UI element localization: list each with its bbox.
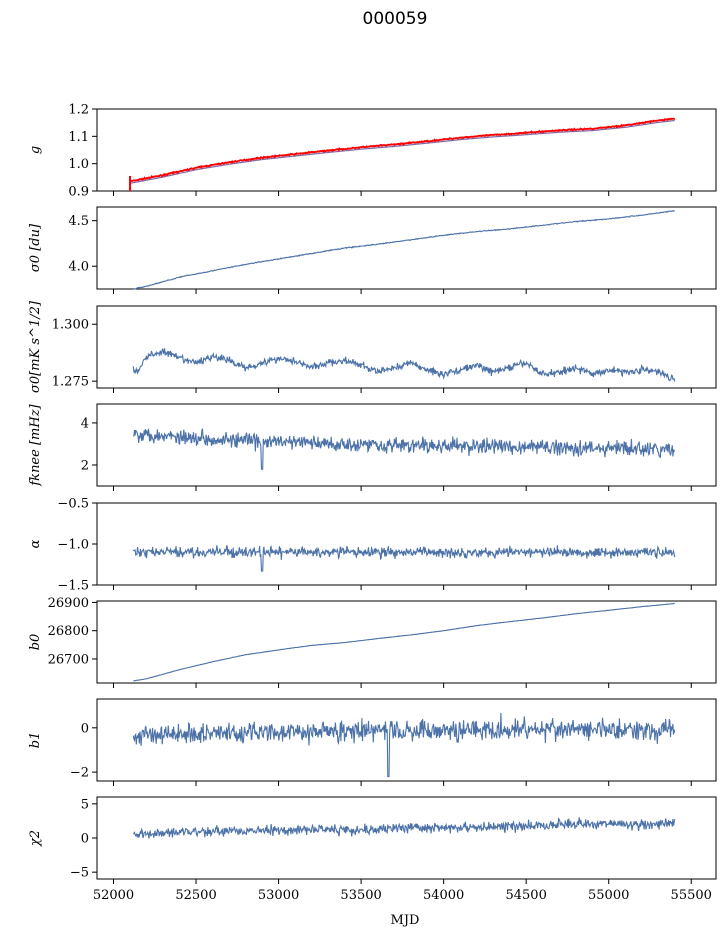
y-tick-label: 1.300 [52,318,89,333]
plot-frame [96,108,717,192]
subplot-stack: 0.9 1.0 1.1 1.2 g 4.0 4.5 σ0 [du] 1.275 1.300 σ0[m… [28,103,717,903]
series-line [132,348,676,382]
figure-title: 000059 [363,9,428,29]
y-axis-label: σ0[mK s^1/2] [28,300,43,393]
y-tick-label: 26900 [48,596,89,611]
plot-frame [96,600,717,684]
subplot-8: −5 0 5 52000 52500 53000 53500 54000 54500 55000 5… [28,796,717,903]
subplot-3: 1.275 1.300 σ0[mK s^1/2] [28,300,717,393]
plot-frame [96,502,717,586]
y-tick-label: 26800 [48,624,89,639]
series-line [129,117,676,183]
x-tick-label: 55500 [671,888,712,903]
x-tick-label: 53000 [258,888,299,903]
x-tick-label: 55000 [588,888,629,903]
y-tick-label: 4.5 [68,214,89,229]
subplot-6: 26700 26800 26900 b0 [28,596,717,688]
subplot-2: 4.0 4.5 σ0 [du] [28,206,717,294]
subplot-1: 0.9 1.0 1.1 1.2 g [28,103,717,200]
y-tick-label: 1.275 [52,375,89,390]
y-axis-label: σ0 [du] [28,223,43,272]
plot-frame [96,305,717,389]
y-axis-label: g [28,146,43,154]
x-tick-label: 53500 [340,888,381,903]
subplot-5: −1.5 −1.0 −0.5 α [28,497,717,594]
series-line [133,210,675,290]
x-axis-label: MJD [391,913,420,928]
x-tick-label: 52500 [175,888,216,903]
series-line [132,712,676,778]
y-tick-label: 4.0 [68,260,89,275]
plot-frame [96,403,717,487]
y-tick-label: −1.0 [57,538,89,553]
x-tick-label: 54500 [505,888,546,903]
y-axis-label: χ2 [28,830,43,847]
y-tick-label: 1.0 [68,157,89,172]
plot-frame [96,698,717,782]
y-axis-label: α [28,539,43,548]
y-tick-label: 0 [81,832,89,847]
y-axis-label: b1 [28,732,43,749]
series-line [133,602,675,682]
y-tick-label: −0.5 [57,497,89,512]
y-tick-label: 26700 [48,652,89,667]
y-axis-label: b0 [28,634,43,651]
y-tick-label: 0 [81,721,89,736]
plot-frame [96,206,717,290]
y-tick-label: 1.2 [68,103,89,118]
y-tick-label: −2 [70,766,89,781]
x-tick-label: 54000 [423,888,464,903]
plot-frame [96,796,717,880]
series-line [133,428,676,470]
y-tick-label: 2 [81,458,89,473]
y-tick-label: 1.1 [68,130,89,145]
y-tick-label: −5 [70,866,89,881]
x-tick-label: 52000 [93,888,134,903]
series-line-shadow [129,119,675,184]
y-tick-label: −1.5 [57,579,89,594]
y-axis-label: fknee [mHz] [28,403,43,486]
series-line [132,545,676,572]
series-line [132,817,676,839]
subplot-4: 2 4 fknee [mHz] [28,403,717,491]
y-tick-label: 5 [81,797,89,812]
subplot-7: −2 0 b1 [28,698,717,786]
y-tick-label: 0.9 [68,185,89,200]
y-tick-label: 4 [81,416,89,431]
